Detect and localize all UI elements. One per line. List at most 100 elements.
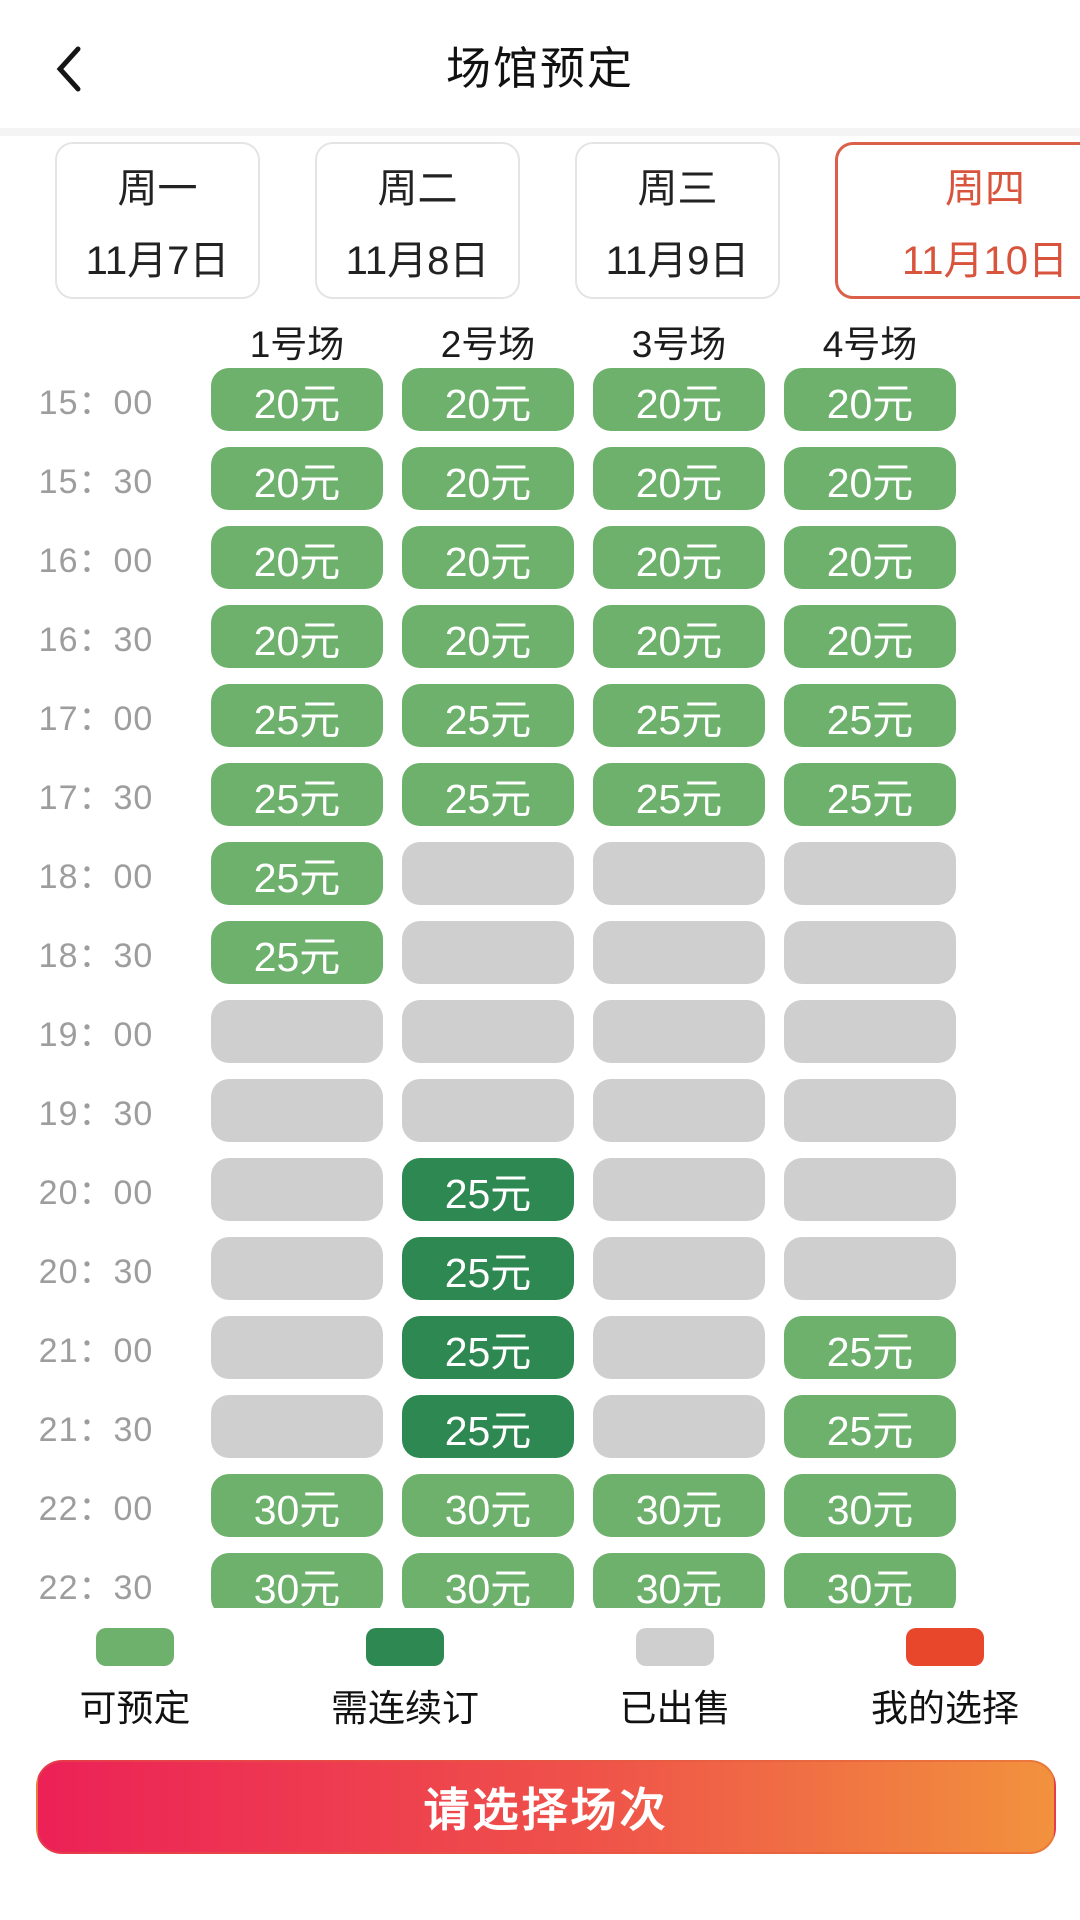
court-header-label: 3号场 [631, 324, 727, 365]
legend-item: 可预定 [0, 1628, 270, 1732]
slot-cell[interactable]: 25元 [402, 1395, 574, 1458]
slot-cell [402, 1079, 574, 1142]
slot-cell[interactable]: 30元 [784, 1474, 956, 1537]
slot-cell[interactable]: 25元 [211, 842, 383, 905]
slot-cell[interactable]: 25元 [402, 684, 574, 747]
slot-price: 25元 [635, 775, 723, 822]
slot-cell[interactable]: 20元 [784, 605, 956, 668]
legend-label: 已出售 [619, 1688, 731, 1729]
slot-price: 20元 [444, 617, 532, 664]
slot-cell[interactable]: 20元 [211, 447, 383, 510]
time-label: 22：00 [38, 1490, 154, 1528]
slot-cell[interactable]: 20元 [784, 368, 956, 431]
slot-cell[interactable]: 25元 [402, 763, 574, 826]
slot-cell [211, 1316, 383, 1379]
back-button[interactable] [38, 34, 98, 104]
slot-cell [593, 1395, 765, 1458]
slot-cell [211, 1079, 383, 1142]
slot-cell[interactable]: 20元 [402, 605, 574, 668]
slot-price: 25元 [253, 933, 341, 980]
slot-price: 20元 [635, 538, 723, 585]
date-tab-weekday: 周一 [117, 166, 198, 211]
slot-cell[interactable]: 20元 [211, 368, 383, 431]
slot-cell[interactable]: 20元 [402, 526, 574, 589]
slot-cell [593, 921, 765, 984]
slot-cell[interactable]: 25元 [593, 684, 765, 747]
slot-cell[interactable]: 30元 [593, 1474, 765, 1537]
date-tab-date: 11月9日 [605, 238, 750, 283]
time-label: 15：00 [38, 384, 154, 422]
slot-cell[interactable]: 25元 [211, 763, 383, 826]
slot-price: 30元 [444, 1486, 532, 1533]
slot-price: 20元 [826, 380, 914, 427]
slot-cell[interactable]: 30元 [402, 1553, 574, 1608]
slot-price: 25元 [826, 696, 914, 743]
slot-price: 20元 [253, 617, 341, 664]
slot-price: 25元 [444, 696, 532, 743]
slot-price: 30元 [635, 1486, 723, 1533]
slot-cell[interactable]: 25元 [402, 1158, 574, 1221]
slot-cell[interactable]: 20元 [593, 526, 765, 589]
slot-cell [784, 1237, 956, 1300]
slot-cell[interactable]: 25元 [784, 1316, 956, 1379]
slot-price: 25元 [444, 1249, 532, 1296]
date-tab[interactable]: 周二 11月8日 [315, 142, 520, 299]
slot-cell[interactable]: 30元 [211, 1553, 383, 1608]
court-header-label: 2号场 [440, 324, 536, 365]
slot-cell[interactable]: 25元 [784, 684, 956, 747]
date-tab-weekday: 周三 [637, 166, 718, 211]
slot-cell[interactable]: 25元 [784, 763, 956, 826]
slot-price: 20元 [826, 538, 914, 585]
slot-cell[interactable]: 30元 [402, 1474, 574, 1537]
slot-cell [402, 921, 574, 984]
slot-cell[interactable]: 30元 [593, 1553, 765, 1608]
date-tab-weekday: 周二 [377, 166, 458, 211]
slot-cell[interactable]: 20元 [784, 526, 956, 589]
slot-cell[interactable]: 25元 [211, 921, 383, 984]
slot-price: 25元 [826, 1328, 914, 1375]
slot-price: 25元 [444, 1407, 532, 1454]
slot-cell [593, 842, 765, 905]
date-tab[interactable]: 周四 11月10日 [835, 142, 1080, 299]
slot-cell[interactable]: 30元 [784, 1553, 956, 1608]
slot-cell[interactable]: 25元 [593, 763, 765, 826]
slot-price: 25元 [826, 775, 914, 822]
slot-cell[interactable]: 25元 [402, 1237, 574, 1300]
date-tab[interactable]: 周三 11月9日 [575, 142, 780, 299]
slot-cell [402, 1000, 574, 1063]
date-tab-date: 11月10日 [901, 238, 1068, 283]
time-label: 16：00 [38, 542, 154, 580]
slot-cell[interactable]: 20元 [593, 368, 765, 431]
slot-cell[interactable]: 25元 [784, 1395, 956, 1458]
slot-cell[interactable]: 20元 [402, 368, 574, 431]
slot-price: 25元 [444, 1328, 532, 1375]
slot-cell[interactable]: 20元 [211, 526, 383, 589]
slot-price: 25元 [253, 696, 341, 743]
slot-price: 25元 [253, 854, 341, 901]
slot-cell [593, 1158, 765, 1221]
slot-price: 20元 [253, 538, 341, 585]
slot-cell[interactable]: 20元 [211, 605, 383, 668]
slot-cell[interactable]: 20元 [402, 447, 574, 510]
time-label: 20：00 [38, 1174, 154, 1212]
slot-cell[interactable]: 20元 [593, 605, 765, 668]
slot-price: 25元 [444, 1170, 532, 1217]
select-session-button[interactable]: 请选择场次 [36, 1760, 1056, 1854]
slot-cell[interactable]: 30元 [211, 1474, 383, 1537]
slot-cell[interactable]: 25元 [402, 1316, 574, 1379]
header-divider [0, 128, 1080, 136]
slot-price: 25元 [253, 775, 341, 822]
slot-price: 25元 [826, 1407, 914, 1454]
date-tab[interactable]: 周一 11月7日 [55, 142, 260, 299]
slot-cell[interactable]: 25元 [211, 684, 383, 747]
slot-cell[interactable]: 20元 [593, 447, 765, 510]
slot-price: 20元 [635, 380, 723, 427]
time-label: 20：30 [38, 1253, 154, 1291]
slot-price: 20元 [444, 459, 532, 506]
slot-cell [593, 1316, 765, 1379]
slot-cell [211, 1395, 383, 1458]
slot-cell[interactable]: 20元 [784, 447, 956, 510]
slot-cell [593, 1237, 765, 1300]
court-header-row: 1号场 2号场 3号场 4号场 [0, 314, 956, 380]
